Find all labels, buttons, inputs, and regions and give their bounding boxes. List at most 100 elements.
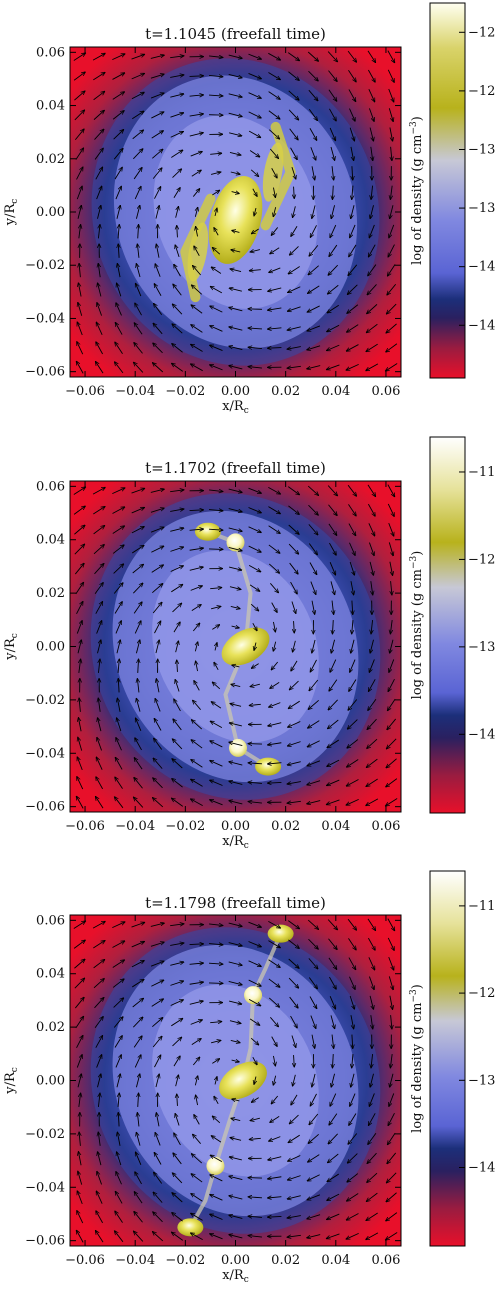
velocity-vector xyxy=(97,1171,103,1185)
velocity-vector xyxy=(287,801,301,803)
velocity-vector xyxy=(131,922,145,928)
velocity-vector xyxy=(191,344,203,352)
velocity-vector xyxy=(150,74,164,79)
velocity-vector xyxy=(135,303,142,316)
velocity-vector xyxy=(115,186,121,200)
velocity-vector xyxy=(138,1093,139,1107)
colorbar-tick-label: −14.5 xyxy=(468,318,495,333)
velocity-vector xyxy=(370,205,374,219)
velocity-vector xyxy=(350,146,354,161)
x-axis-label-sub: c xyxy=(244,1275,249,1285)
y-tick-label: 0.02 xyxy=(36,1020,65,1035)
velocity-vector xyxy=(248,53,261,59)
velocity-vector xyxy=(385,798,398,806)
velocity-vector xyxy=(307,720,320,729)
velocity-vector xyxy=(326,799,340,805)
x-tick-label: −0.02 xyxy=(165,819,205,834)
velocity-vector xyxy=(288,939,299,949)
velocity-vector xyxy=(248,73,262,78)
velocity-vector xyxy=(118,1112,119,1127)
velocity-vector xyxy=(135,1172,142,1185)
velocity-vector xyxy=(170,1000,184,1006)
velocity-vector xyxy=(386,303,397,314)
velocity-vector xyxy=(326,1233,340,1239)
velocity-vector xyxy=(153,1212,163,1223)
x-axis-label-main: x/R xyxy=(222,1268,245,1283)
velocity-vector xyxy=(248,979,262,986)
velocity-vector xyxy=(95,1035,103,1048)
velocity-vector xyxy=(367,918,376,931)
velocity-vector xyxy=(308,977,317,988)
velocity-vector xyxy=(215,208,217,217)
structure-clump xyxy=(194,522,221,541)
velocity-vector xyxy=(209,490,223,492)
velocity-vector xyxy=(349,995,354,1009)
velocity-vector xyxy=(367,284,377,294)
velocity-vector xyxy=(348,957,356,970)
velocity-vector xyxy=(251,1097,259,1103)
velocity-vector xyxy=(177,660,178,672)
velocity-vector xyxy=(76,1035,83,1048)
velocity-vector xyxy=(74,563,84,575)
velocity-vector xyxy=(132,111,144,120)
velocity-vector xyxy=(270,1017,278,1027)
velocity-vector xyxy=(214,662,219,671)
velocity-vector xyxy=(134,1211,143,1223)
velocity-vector xyxy=(268,91,281,100)
velocity-vector xyxy=(327,485,337,496)
x-tick-label: −0.04 xyxy=(115,384,155,399)
velocity-vector xyxy=(289,562,298,574)
velocity-vector xyxy=(190,1020,203,1025)
y-tick-label: 0.02 xyxy=(36,152,65,167)
velocity-vector xyxy=(229,781,243,785)
velocity-vector xyxy=(347,1173,359,1183)
velocity-vector xyxy=(229,762,243,766)
velocity-vector xyxy=(369,995,373,1010)
velocity-vector xyxy=(308,524,318,535)
velocity-vector xyxy=(308,543,317,554)
velocity-vector xyxy=(292,640,296,652)
velocity-vector xyxy=(150,489,165,493)
velocity-vector xyxy=(268,506,280,514)
velocity-vector xyxy=(117,718,122,732)
velocity-vector xyxy=(248,1197,262,1198)
velocity-vector xyxy=(371,581,373,595)
velocity-vector xyxy=(112,488,125,495)
velocity-vector xyxy=(98,224,100,239)
velocity-vector xyxy=(93,91,105,101)
velocity-vector xyxy=(268,997,279,1007)
y-tick-label: −0.06 xyxy=(25,800,65,815)
velocity-vector xyxy=(371,1015,373,1029)
velocity-vector xyxy=(210,1234,223,1240)
velocity-vector xyxy=(291,660,298,671)
velocity-vector xyxy=(389,127,393,141)
velocity-vector xyxy=(230,1040,240,1042)
velocity-vector xyxy=(330,659,337,673)
velocity-vector xyxy=(329,976,336,989)
x-tick-label: 0.06 xyxy=(371,384,400,399)
velocity-vector xyxy=(75,582,84,595)
velocity-vector xyxy=(307,305,320,312)
velocity-vector xyxy=(210,1022,222,1023)
velocity-vector xyxy=(291,226,298,236)
velocity-vector xyxy=(231,250,241,252)
y-axis-label-main: y/R xyxy=(3,637,18,661)
velocity-vector xyxy=(152,363,164,373)
x-axis-label: x/Rc xyxy=(222,1268,249,1285)
velocity-vector xyxy=(154,1172,163,1184)
velocity-vector xyxy=(332,600,334,615)
velocity-vector xyxy=(190,799,203,807)
velocity-vector xyxy=(172,603,182,613)
velocity-vector xyxy=(76,1054,82,1068)
velocity-vector xyxy=(248,111,262,118)
velocity-vector xyxy=(150,508,164,513)
velocity-vector xyxy=(387,1152,397,1164)
velocity-vector xyxy=(114,167,122,180)
velocity-vector xyxy=(249,1138,261,1139)
velocity-vector xyxy=(310,581,316,595)
velocity-vector xyxy=(385,363,398,372)
velocity-vector xyxy=(76,186,82,200)
velocity-vector xyxy=(386,343,398,352)
velocity-vector xyxy=(214,1096,219,1105)
velocity-vector xyxy=(288,958,299,968)
